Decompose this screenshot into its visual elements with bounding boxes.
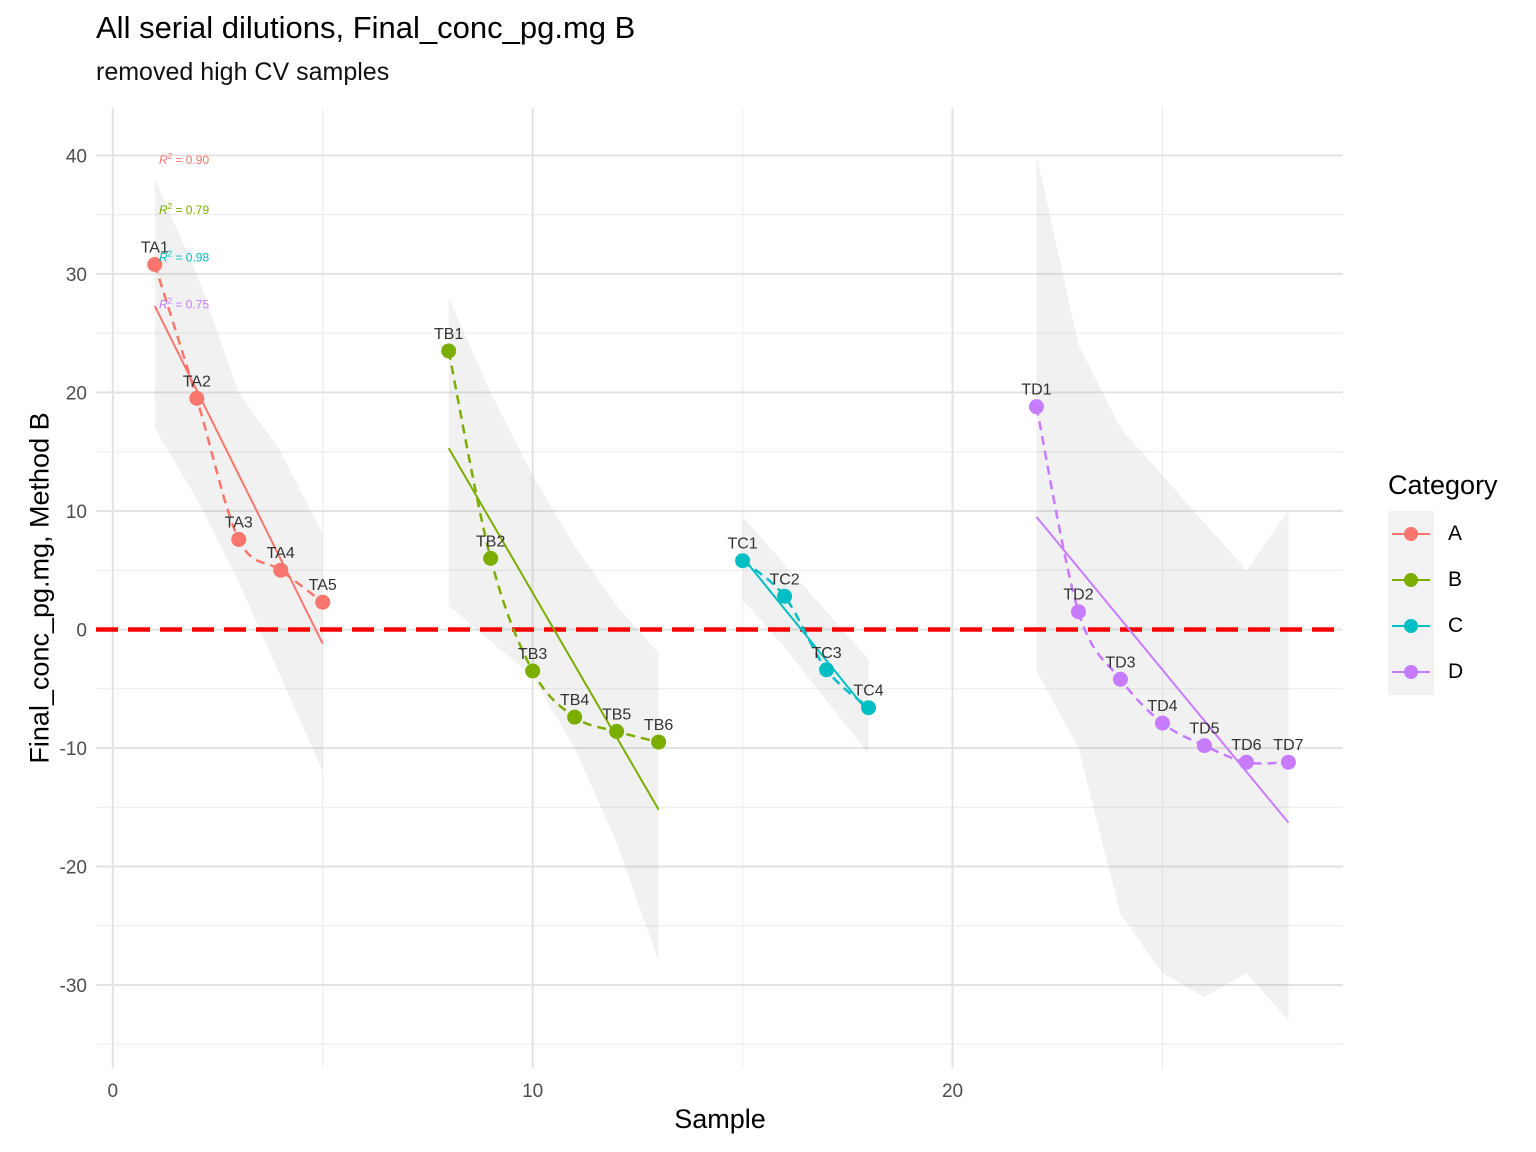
legend-label-d: D <box>1448 660 1464 683</box>
data-label-ta4: TA4 <box>267 545 295 562</box>
legend-title: Category <box>1388 470 1498 500</box>
data-point-tb5 <box>609 723 625 739</box>
data-point-tb1 <box>441 343 457 359</box>
legend-item-c: C <box>1388 603 1498 649</box>
data-point-td7 <box>1280 754 1296 770</box>
data-label-tb1: TB1 <box>434 326 463 343</box>
data-point-td6 <box>1238 754 1254 770</box>
legend-label-a: A <box>1448 522 1463 545</box>
data-point-tc3 <box>819 662 835 678</box>
data-label-tb5: TB5 <box>602 706 631 723</box>
data-point-ta1 <box>147 256 163 272</box>
data-label-tb4: TB4 <box>560 692 589 709</box>
y-tick-label: -20 <box>60 858 87 879</box>
fit-line-c <box>741 556 870 714</box>
data-point-tb6 <box>651 734 667 750</box>
data-point-ta4 <box>273 562 289 578</box>
data-point-td1 <box>1028 399 1044 415</box>
r2-annotation-c: R2 = 0.98 <box>159 249 209 264</box>
data-label-td7: TD7 <box>1273 737 1303 754</box>
y-tick-label: 20 <box>66 383 87 404</box>
series-line-c <box>741 559 870 709</box>
x-axis-label: Sample <box>674 1104 766 1134</box>
y-axis-label: Final_conc_pg.mg, Method B <box>24 412 55 764</box>
legend-key-c <box>1388 603 1434 649</box>
x-tick-label: 0 <box>108 1081 119 1102</box>
legend-item-a: A <box>1388 511 1498 557</box>
data-label-ta2: TA2 <box>183 373 211 390</box>
data-label-td3: TD3 <box>1105 654 1135 671</box>
data-label-td4: TD4 <box>1147 698 1177 715</box>
r2-annotation-b: R2 = 0.79 <box>159 202 209 217</box>
legend-item-b: B <box>1388 557 1498 603</box>
y-tick-label: 10 <box>66 502 87 523</box>
x-tick-label: 10 <box>522 1081 543 1102</box>
r2-annotation-d: R2 = 0.75 <box>159 297 209 312</box>
data-label-ta5: TA5 <box>309 577 337 594</box>
data-point-ta5 <box>315 594 331 610</box>
data-point-tb4 <box>567 709 583 725</box>
data-point-td4 <box>1154 715 1170 731</box>
data-point-td2 <box>1070 604 1086 620</box>
legend-key-a <box>1388 511 1434 557</box>
x-tick-label: 20 <box>942 1081 963 1102</box>
legend-key-b <box>1388 557 1434 603</box>
data-point-tc2 <box>777 588 793 604</box>
data-point-tb3 <box>525 663 541 679</box>
confidence-ribbon-d <box>1036 155 1289 1021</box>
legend-item-d: D <box>1388 649 1498 695</box>
data-point-tc1 <box>735 553 751 569</box>
data-label-td6: TD6 <box>1231 737 1261 754</box>
data-label-tc2: TC2 <box>769 571 799 588</box>
legend: Category A B C D <box>1388 470 1498 695</box>
data-label-tc1: TC1 <box>727 536 757 553</box>
data-label-tc4: TC4 <box>853 683 883 700</box>
data-label-tb2: TB2 <box>476 533 505 550</box>
data-label-tb3: TB3 <box>518 646 547 663</box>
data-label-tc3: TC3 <box>811 645 841 662</box>
y-tick-label: -10 <box>60 739 87 760</box>
fit-line-a <box>153 305 324 645</box>
data-label-tb6: TB6 <box>644 717 673 734</box>
r2-annotation-a: R2 = 0.90 <box>159 152 209 167</box>
data-label-td2: TD2 <box>1063 587 1093 604</box>
data-label-td1: TD1 <box>1021 382 1051 399</box>
y-tick-label: 40 <box>66 146 87 167</box>
chart-subtitle: removed high CV samples <box>96 58 390 86</box>
y-tick-label: 30 <box>66 265 87 286</box>
data-point-ta2 <box>189 390 205 406</box>
legend-label-b: B <box>1448 568 1463 591</box>
data-label-td5: TD5 <box>1189 721 1219 738</box>
data-point-td5 <box>1196 738 1212 754</box>
data-point-tb2 <box>483 550 499 566</box>
data-label-ta3: TA3 <box>225 514 253 531</box>
legend-label-c: C <box>1448 614 1464 637</box>
data-label-ta1: TA1 <box>141 239 169 256</box>
fit-line-d <box>1035 516 1290 824</box>
legend-key-d <box>1388 649 1434 695</box>
chart-title: All serial dilutions, Final_conc_pg.mg B <box>96 10 636 45</box>
fit-line-b <box>447 447 660 811</box>
data-point-td3 <box>1112 671 1128 687</box>
data-point-tc4 <box>861 700 877 716</box>
y-tick-label: 0 <box>76 620 87 641</box>
data-point-ta3 <box>231 531 247 547</box>
y-tick-label: -30 <box>60 976 87 997</box>
